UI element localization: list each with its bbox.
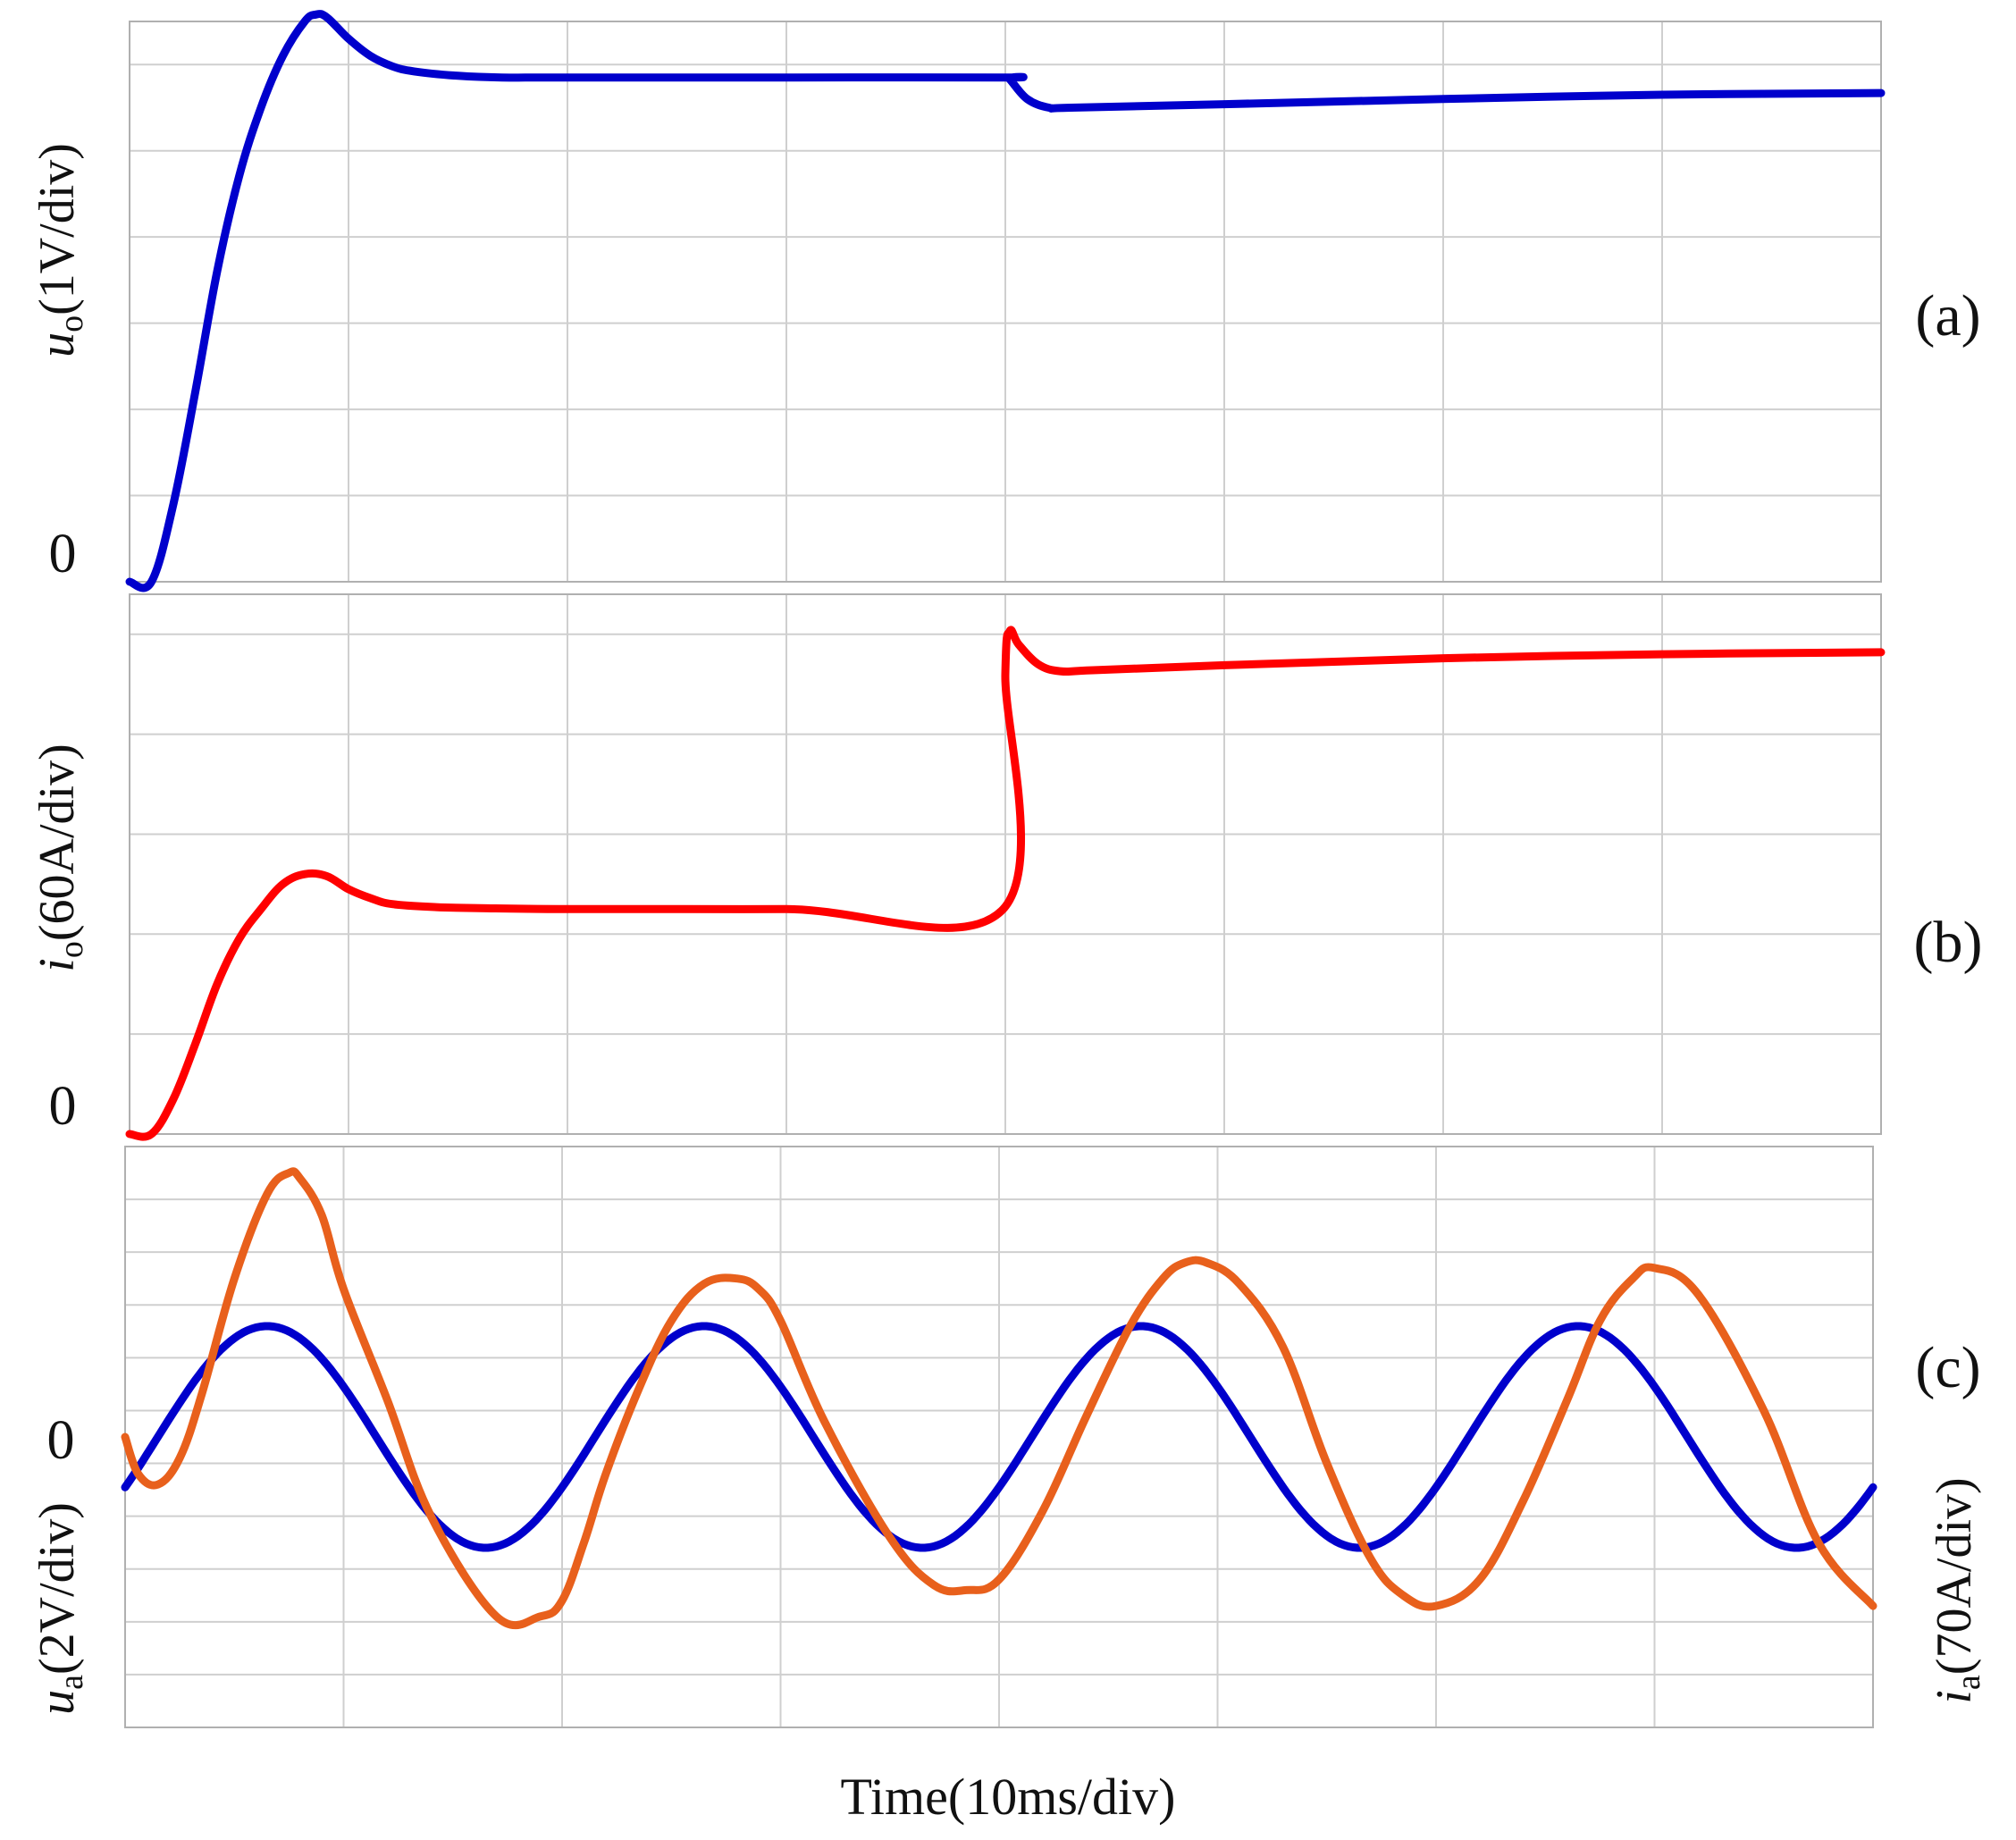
panel-a: 0 uo(1V/div) (a)	[29, 10, 1981, 592]
ylabel-b-unit: (60A/div)	[29, 744, 85, 941]
zero-label-a: 0	[49, 524, 77, 584]
panel-label-b: (b)	[1914, 910, 1983, 975]
grid-c	[125, 1147, 1873, 1727]
ylabel-c-right-unit: (70A/div)	[1927, 1477, 1982, 1675]
panel-label-c: (c)	[1915, 1335, 1980, 1400]
grid-b	[130, 594, 1881, 1134]
panel-b: 0 io(60A/div) (b)	[29, 593, 1983, 1141]
plot-frame-b	[129, 593, 1882, 1135]
series-line-a-1	[125, 10, 1886, 592]
ylabel-c-left-main: u	[29, 1690, 85, 1715]
ylabel-c-left-unit: (2V/div)	[29, 1502, 85, 1675]
ylabel-c-right-main: i	[1927, 1690, 1982, 1704]
series-line-b-1	[125, 626, 1886, 1141]
ylabel-a-main: u	[29, 332, 85, 357]
ylabel-c-right: ia(70A/div)	[1927, 1477, 1987, 1703]
panel-c: 0 ua(2V/div) ia(70A/div) (c)	[29, 1146, 1987, 1728]
series-group-a	[125, 10, 1886, 592]
ylabel-a-sub: o	[53, 315, 90, 332]
ylabel-b-main: i	[29, 958, 85, 972]
grid-a	[130, 21, 1881, 582]
ylabel-c-right-sub: a	[1950, 1675, 1987, 1690]
ylabel-b-sub: o	[53, 941, 90, 958]
panel-label-a: (a)	[1915, 283, 1980, 349]
series-group-b	[125, 626, 1886, 1141]
zero-label-b: 0	[49, 1076, 77, 1137]
series-line-c-1	[121, 1322, 1877, 1552]
ylabel-c-left: ua(2V/div)	[29, 1502, 90, 1715]
series-group-c	[121, 1167, 1877, 1630]
x-axis-label: Time(10ms/div)	[841, 1768, 1176, 1826]
ylabel-a-unit: (1V/div)	[29, 143, 85, 315]
ylabel-b: io(60A/div)	[29, 744, 90, 971]
zero-label-c: 0	[47, 1410, 75, 1471]
ylabel-c-left-sub: a	[53, 1675, 90, 1690]
plot-frame-a	[129, 21, 1882, 583]
ylabel-a: uo(1V/div)	[29, 143, 90, 357]
series-line-c-2	[121, 1167, 1877, 1630]
